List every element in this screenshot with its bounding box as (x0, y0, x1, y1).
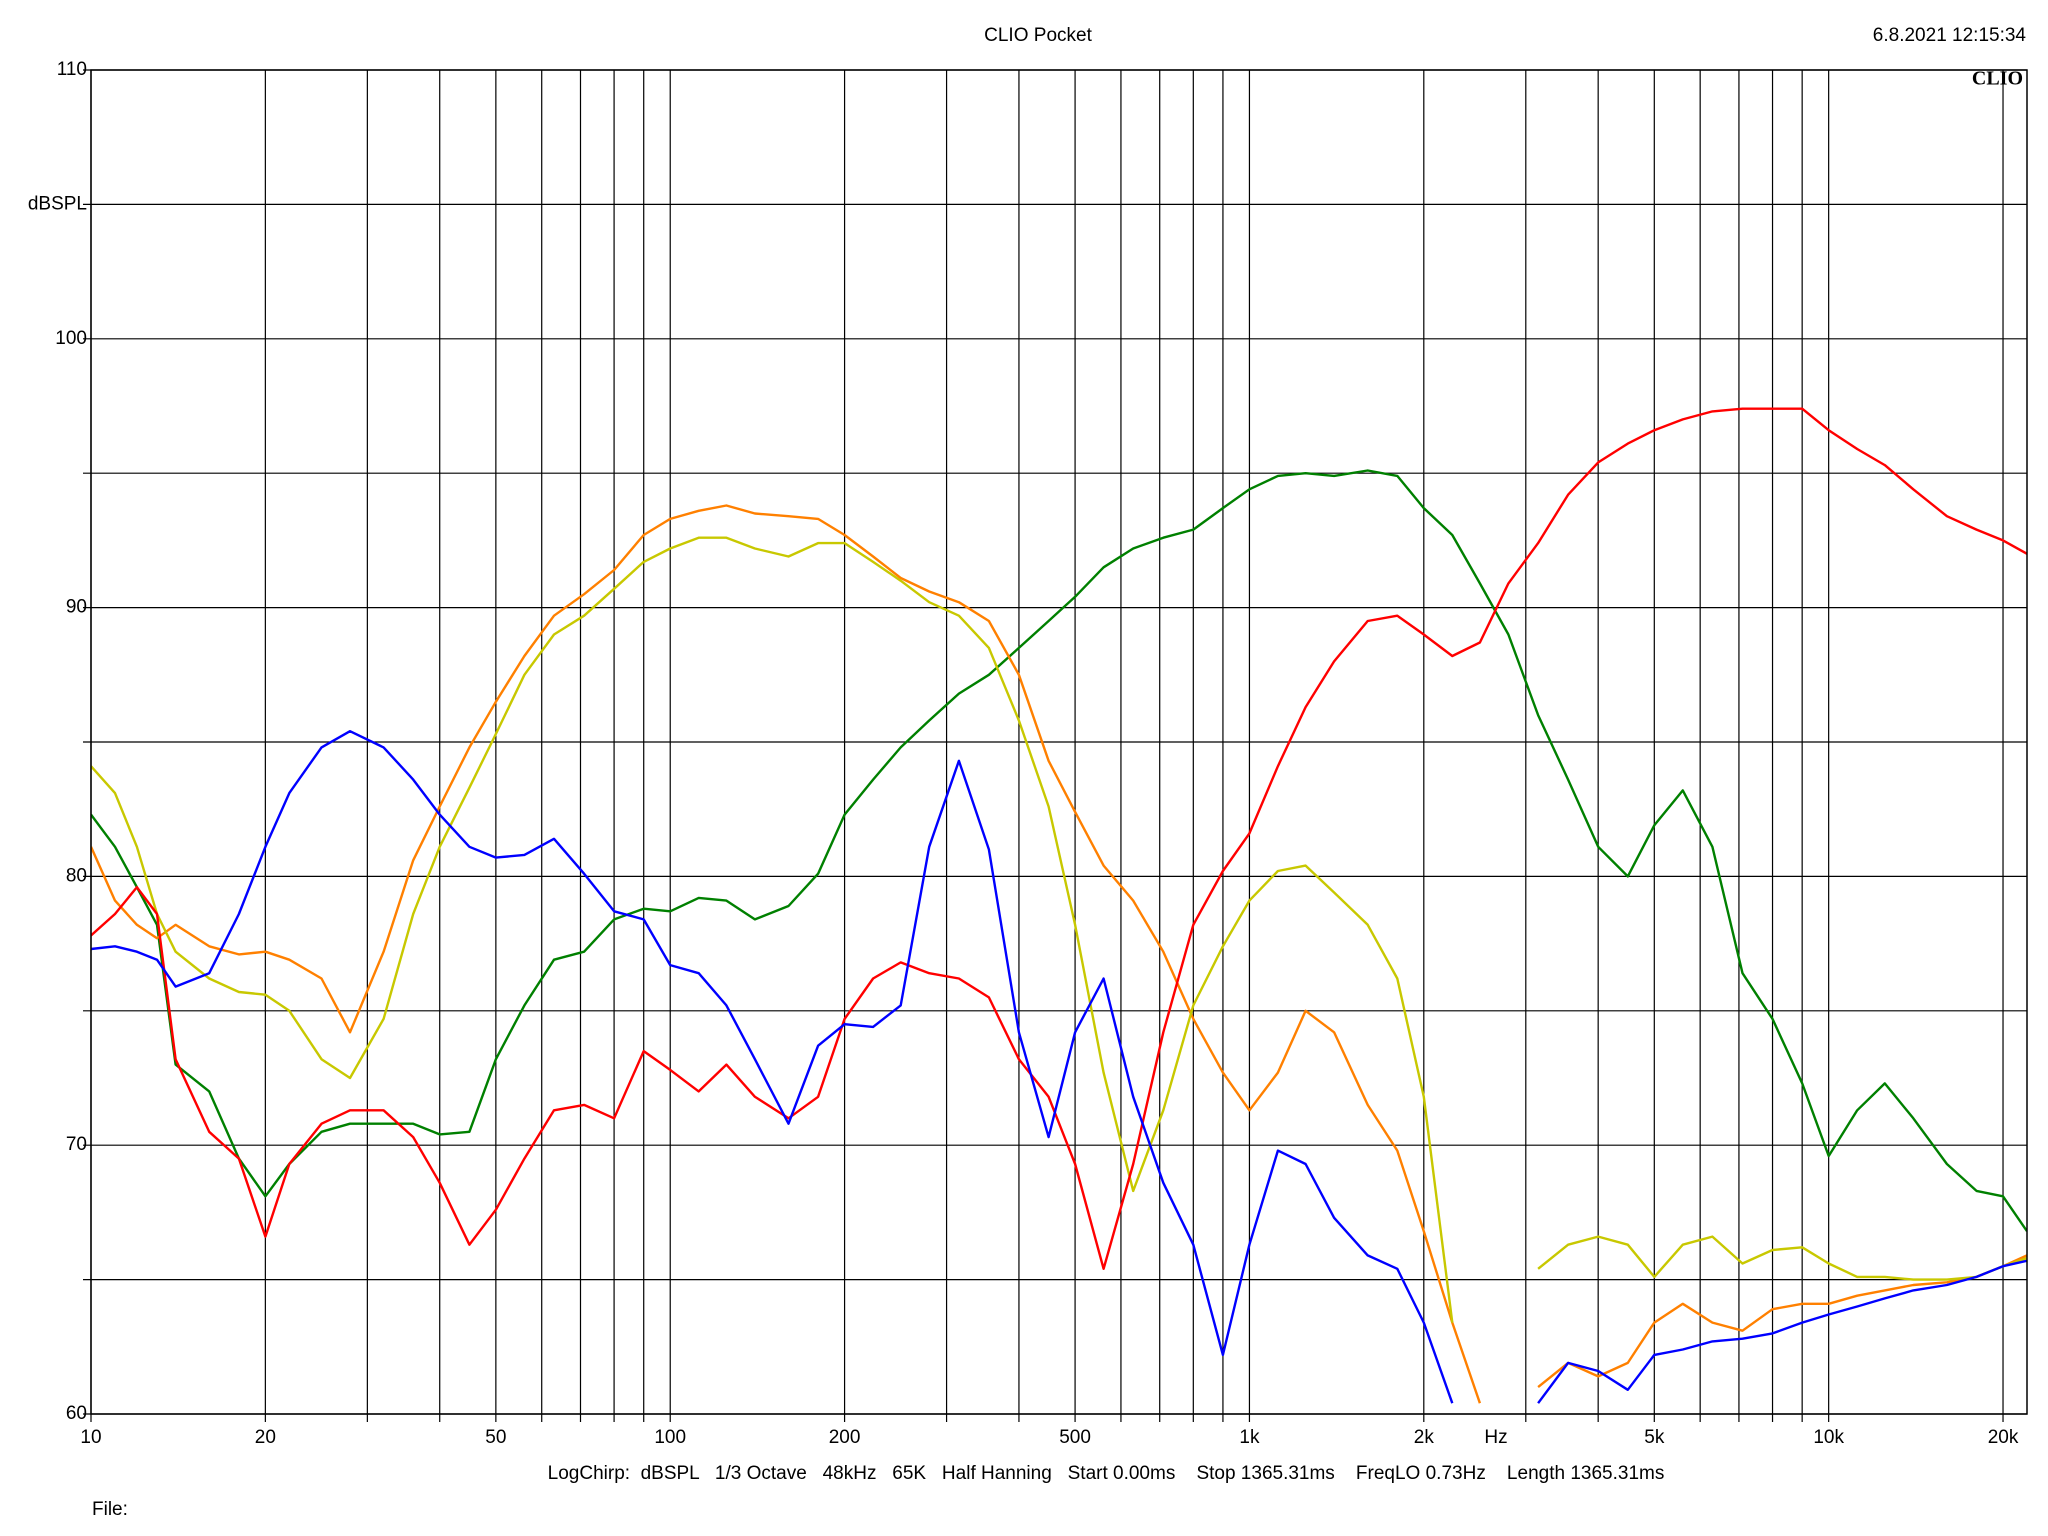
x-tick-label: 50 (485, 1427, 506, 1448)
file-label: File: (92, 1499, 128, 1520)
x-tick-label: 200 (829, 1427, 861, 1448)
y-tick-label: 110 (57, 59, 87, 80)
x-tick-label: 100 (654, 1427, 686, 1448)
plot-lines (91, 407, 2027, 1404)
y-tick-label: 100 (55, 328, 87, 349)
chart-title: CLIO Pocket (984, 25, 1092, 46)
y-tick-label: 70 (66, 1134, 87, 1155)
y-tick-label: 60 (66, 1403, 87, 1424)
series-line (91, 730, 2027, 1404)
x-tick-label: 10k (1813, 1427, 1844, 1448)
x-tick-label: 500 (1059, 1427, 1091, 1448)
timestamp: 6.8.2021 12:15:34 (1873, 25, 2027, 46)
y-tick-label: 90 (66, 597, 87, 618)
x-tick-label: 5k (1644, 1427, 1665, 1448)
grid (83, 69, 2027, 1422)
y-tick-label: 80 (66, 865, 87, 886)
x-axis-label: Hz (1484, 1427, 1507, 1448)
x-tick-label: 20 (255, 1427, 276, 1448)
y-axis-label: dBSPL (28, 193, 87, 214)
x-tick-label: 10 (80, 1427, 101, 1448)
x-tick-label: 2k (1414, 1427, 1435, 1448)
series-line (91, 407, 2027, 1270)
series-line (91, 504, 2027, 1404)
footer: LogChirp: dBSPL 1/3 Octave 48kHz 65K Hal… (548, 1463, 1665, 1484)
series-line (91, 536, 2027, 1323)
series-line (91, 469, 2027, 1232)
x-tick-label: 20k (1988, 1427, 2019, 1448)
plot-frame (90, 69, 2028, 1415)
logo: CLIO (1972, 68, 2023, 90)
x-tick-label: 1k (1239, 1427, 1260, 1448)
